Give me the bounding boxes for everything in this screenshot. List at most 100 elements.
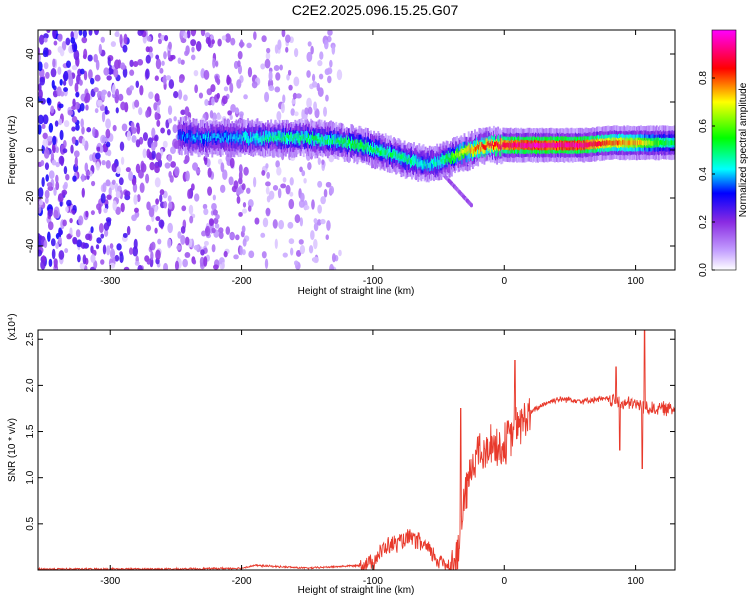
- spectrogram-ridge-cell: [238, 135, 241, 145]
- spectrogram-ridge-cell: [418, 162, 421, 168]
- spectrogram-ridge-cell: [273, 132, 276, 143]
- spectrogram-noise-blob: [77, 254, 81, 263]
- spectrogram-ridge-cell: [668, 141, 671, 146]
- spectrogram-noise-blob: [156, 119, 161, 127]
- spectrogram-noise-blob: [120, 202, 125, 213]
- spectrogram-noise-blob: [100, 259, 105, 265]
- spectrogram-ridge-cell: [231, 135, 234, 146]
- spectrogram-noise-blob: [96, 203, 102, 211]
- spectrogram-ridge-cell: [434, 161, 437, 167]
- spectrogram-noise-blob: [180, 59, 185, 65]
- spectrogram-noise-blob: [307, 41, 312, 47]
- spectrogram-ridge-cell: [393, 150, 396, 156]
- spectrogram-ridge-cell: [479, 141, 482, 147]
- spectrogram-ridge-cell: [356, 143, 359, 149]
- spectrogram-ridge-cell: [450, 152, 453, 158]
- spectrogram-ridge-cell: [491, 141, 494, 146]
- spectrogram-noise-blob: [39, 69, 45, 78]
- spectrogram-noise-blob: [303, 113, 308, 122]
- spectrogram-ridge-cell: [257, 133, 260, 139]
- spectrogram-noise-blob: [94, 108, 99, 114]
- spectrogram-noise-blob: [58, 118, 63, 126]
- spectrogram-ridge-cell: [194, 137, 197, 143]
- spectrogram-ridge-cell: [445, 154, 448, 159]
- spectrogram-noise-blob: [312, 256, 319, 264]
- spectrogram-ridge-cell: [629, 140, 632, 146]
- spectrogram-noise-blob: [184, 106, 190, 117]
- spectrogram-noise-blob: [264, 91, 270, 103]
- spectrogram-noise-blob: [47, 208, 53, 217]
- spectrogram-ridge-cell: [470, 147, 473, 153]
- spectrogram-noise-blob: [299, 217, 304, 227]
- spectrogram-ridge-cell: [197, 134, 200, 140]
- spectrogram-noise-blob: [95, 244, 100, 250]
- spectrogram-noise-blob: [78, 215, 84, 226]
- spectrogram-ridge-cell: [594, 141, 597, 147]
- spectrogram-noise-blob: [138, 107, 143, 116]
- spectrogram-noise-blob: [178, 78, 184, 84]
- spectrogram-ridge-cell: [388, 152, 391, 157]
- spectrogram-noise-blob: [119, 253, 124, 264]
- spectrogram-ridge-cell: [531, 142, 534, 148]
- spectrogram-noise-blob: [38, 61, 43, 72]
- spectrogram-noise-blob: [282, 252, 288, 258]
- spectrogram-ridge-cell: [414, 158, 417, 164]
- spectrogram-noise-blob: [307, 106, 313, 115]
- snr-y-tick-label: 0.5: [25, 516, 36, 530]
- spectrogram-ridge-cell: [295, 134, 298, 145]
- snr-panel: -300 -200 -100 0 100 0.5 1.0 1.5 2.0 2.5 Height o…: [7, 313, 676, 596]
- spectrogram-noise-blob: [112, 200, 117, 211]
- spectrogram-noise-blob: [234, 107, 240, 115]
- spectrogram-ridge-cell: [608, 140, 611, 146]
- spectrogram-ridge-cell: [607, 141, 610, 146]
- spectrogram-ridge-cell: [306, 131, 309, 141]
- spectrogram-ridge-cell: [554, 143, 557, 149]
- spectrogram-noise-blob: [100, 134, 106, 144]
- spectrogram-ridge-cell: [588, 142, 591, 147]
- spectrogram-noise-blob: [170, 161, 176, 168]
- spectrogram-ridge-cell: [458, 153, 461, 158]
- spectrogram-ridge-cell: [313, 136, 316, 141]
- spectrogram-noise-blob: [181, 205, 187, 212]
- spectrogram-noise-blob: [133, 194, 138, 205]
- spectrogram-ridge-cell: [497, 142, 500, 148]
- spectrogram-ridge-cell: [379, 144, 382, 155]
- spectrogram-ridge-cell: [651, 141, 654, 146]
- spectrogram-ridge-cell: [487, 141, 490, 151]
- spectrogram-noise-blob: [180, 234, 186, 245]
- snr-x-tick-label: 100: [627, 576, 644, 587]
- spectrogram-noise-blob: [299, 192, 305, 203]
- spectrogram-ridge-cell: [547, 142, 550, 148]
- spectrogram-noise-blob: [94, 74, 101, 82]
- spectrogram-noise-blob: [124, 190, 131, 197]
- spectrogram-ridge-cell: [263, 137, 266, 143]
- spectrogram-ridge-cell: [410, 159, 413, 165]
- spectrogram-ridge-cell: [401, 154, 404, 160]
- spectrogram-ridge-cell: [189, 134, 192, 140]
- spectrogram-ridge-cell: [418, 156, 421, 167]
- spectrogram-noise-blob: [38, 233, 42, 244]
- spectrogram-ridge-cell: [229, 134, 232, 140]
- spectrogram-noise-blob: [320, 218, 326, 225]
- spectrogram-noise-blob: [103, 222, 110, 231]
- spectrogram-noise-blob: [71, 64, 78, 71]
- spectrogram-noise-blob: [275, 160, 280, 168]
- spectrogram-noise-blob: [151, 127, 156, 139]
- spectrogram-noise-blob: [321, 159, 325, 165]
- spectrogram-ridge-cell: [350, 140, 352, 146]
- spectrogram-ridge-cell: [405, 156, 408, 162]
- spectrogram-ridge-cell: [494, 141, 496, 147]
- spectrogram-ridge-cell: [361, 142, 364, 147]
- spectrogram-noise-blob: [42, 138, 49, 147]
- spectrogram-noise-blob: [225, 226, 231, 235]
- spectrogram-ridge-cell: [482, 143, 485, 154]
- spectrogram-noise-blob: [120, 62, 126, 70]
- spectrogram-noise-blob: [176, 244, 182, 251]
- spectrogram-noise-blob: [114, 31, 120, 38]
- spectrogram-noise-blob: [274, 238, 278, 249]
- spectrogram-ridge-cell: [220, 133, 223, 139]
- spectrogram-noise-blob: [285, 184, 291, 195]
- spectrogram-noise-blob: [323, 106, 328, 117]
- spectrogram-ridge-cell: [581, 142, 584, 148]
- spectrogram-ridge-cell: [417, 159, 420, 169]
